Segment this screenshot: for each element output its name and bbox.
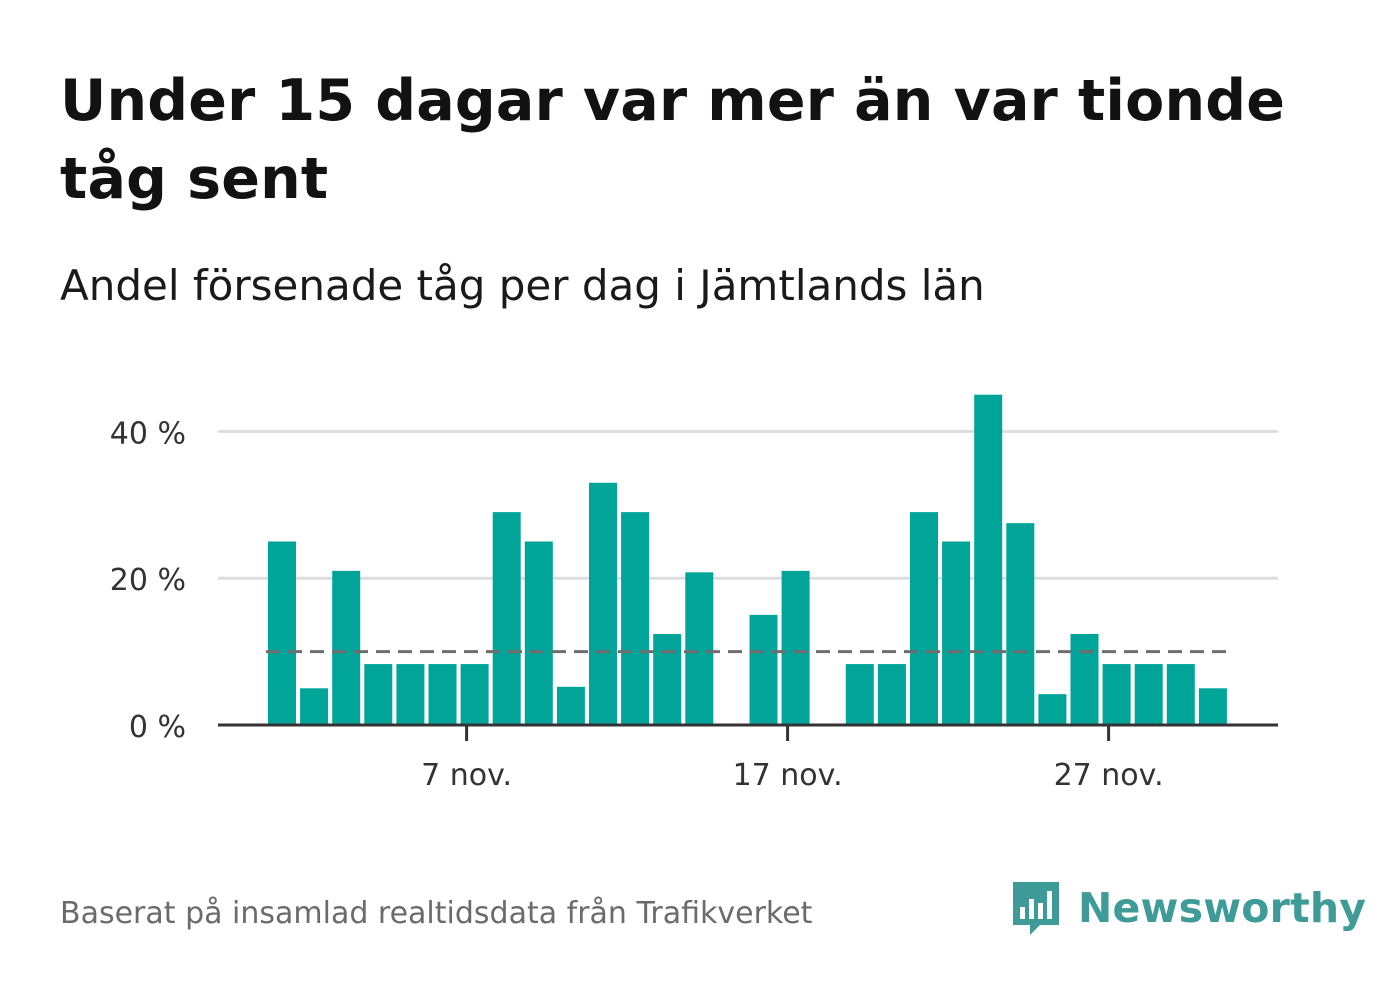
bar: [589, 482, 617, 725]
chart-title: Under 15 dagar var mer än var tionde tåg…: [60, 68, 1286, 212]
bar: [942, 541, 971, 725]
y-tick-label: 40 %: [110, 416, 186, 451]
bar: [653, 633, 682, 725]
bar: [685, 572, 714, 725]
gridlines: [218, 429, 1278, 580]
x-tick-labels: 7 nov. 17 nov. 27 nov.: [421, 725, 1164, 793]
y-tick-label: 0 %: [129, 710, 186, 745]
bar: [1102, 664, 1131, 725]
bar: [1038, 694, 1067, 725]
x-tick-label: 17 nov.: [733, 758, 843, 793]
bar: [1134, 664, 1163, 725]
bar: [556, 686, 585, 725]
bar: [910, 512, 938, 725]
chart-subtitle: Andel försenade tåg per dag i Jämtlands …: [60, 261, 985, 310]
source-note: Baserat på insamlad realtidsdata från Tr…: [60, 896, 813, 931]
bar: [845, 664, 874, 725]
bars: [268, 394, 1227, 725]
bar: [524, 541, 553, 725]
brand-logo: Newsworthy: [1010, 876, 1366, 940]
bar: [1166, 664, 1195, 725]
bar: [1198, 688, 1227, 725]
x-tick-label: 7 nov.: [421, 758, 512, 793]
bar: [460, 664, 489, 725]
bar: [492, 512, 521, 725]
bar: [1070, 633, 1099, 725]
bar-chart: 0 % 20 % 40 % 7 nov. 17 nov. 27 nov.: [110, 394, 1278, 793]
bar: [300, 688, 329, 725]
bar: [749, 614, 778, 725]
bar: [396, 664, 425, 725]
brand-name: Newsworthy: [1078, 884, 1367, 932]
bar: [364, 664, 393, 725]
bar: [428, 664, 457, 725]
bar: [332, 570, 361, 725]
bar: [1006, 523, 1035, 725]
newsworthy-logo-icon: [1013, 882, 1059, 935]
bar: [621, 512, 650, 725]
x-tick-label: 27 nov.: [1054, 758, 1164, 793]
bar: [781, 570, 810, 725]
bar: [877, 664, 906, 725]
bar: [268, 541, 296, 725]
y-tick-label: 20 %: [110, 563, 186, 598]
bar: [974, 394, 1003, 725]
y-tick-labels: 0 % 20 % 40 %: [110, 416, 186, 745]
